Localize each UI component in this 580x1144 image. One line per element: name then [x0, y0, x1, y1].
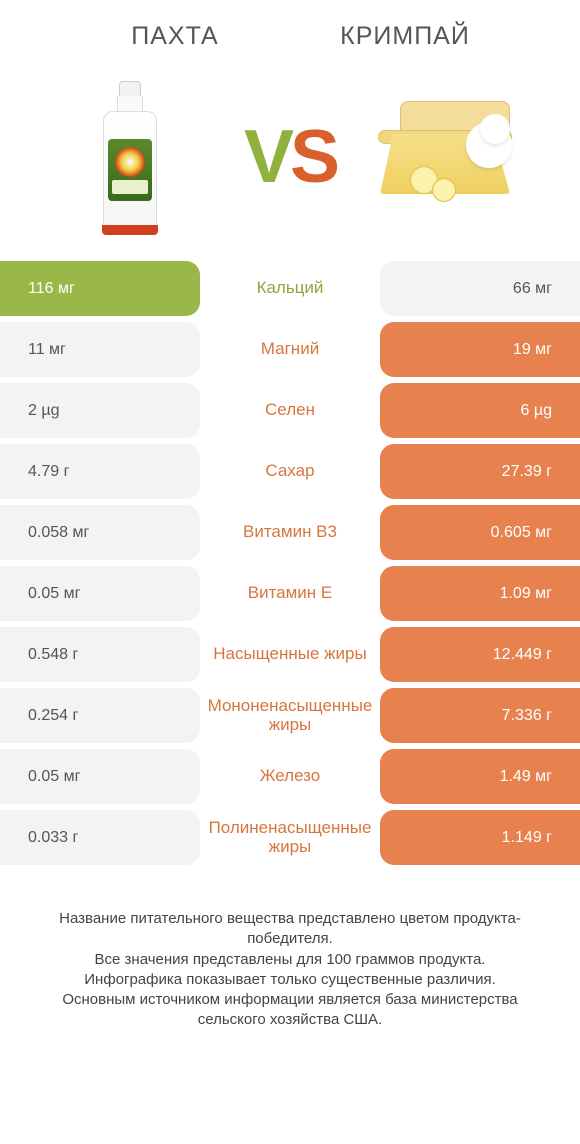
vs-s: S — [290, 114, 336, 198]
image-row: VS — [0, 61, 580, 261]
right-title: КРИМПАЙ — [290, 22, 520, 51]
titles-row: ПАХТА КРИМПАЙ — [0, 0, 580, 61]
left-value: 0.548 г — [0, 627, 200, 682]
nutrient-label: Мононенасыщенные жиры — [200, 688, 380, 743]
nutrient-label: Селен — [200, 383, 380, 438]
left-value: 4.79 г — [0, 444, 200, 499]
nutrient-label: Сахар — [200, 444, 380, 499]
comparison-table: 116 мгКальций66 мг 11 мгМагний19 мг 2 µgСе… — [0, 261, 580, 881]
left-value: 11 мг — [0, 322, 200, 377]
right-value: 0.605 мг — [380, 505, 580, 560]
left-title: ПАХТА — [60, 22, 290, 51]
table-row: 0.548 гНасыщенные жиры12.449 г — [0, 627, 580, 682]
vs-label: VS — [244, 113, 336, 199]
right-value: 1.49 мг — [380, 749, 580, 804]
table-row: 2 µgСелен6 µg — [0, 383, 580, 438]
right-value: 1.149 г — [380, 810, 580, 865]
footer-line: Все значения представлены для 100 граммо… — [28, 950, 552, 970]
left-value: 2 µg — [0, 383, 200, 438]
left-value: 0.05 мг — [0, 749, 200, 804]
left-value: 0.058 мг — [0, 505, 200, 560]
left-value: 0.254 г — [0, 688, 200, 743]
buttermilk-bottle-icon — [100, 81, 160, 231]
left-value: 0.033 г — [0, 810, 200, 865]
right-value: 7.336 г — [380, 688, 580, 743]
footer-line: Инфографика показывает только существенн… — [28, 970, 552, 990]
left-product-image — [50, 76, 210, 236]
footer-note: Название питательного вещества представл… — [0, 881, 580, 1031]
right-value: 27.39 г — [380, 444, 580, 499]
table-row: 0.05 мгЖелезо1.49 мг — [0, 749, 580, 804]
nutrient-label: Насыщенные жиры — [200, 627, 380, 682]
nutrient-label: Кальций — [200, 261, 380, 316]
left-value: 0.05 мг — [0, 566, 200, 621]
table-row: 0.033 гПолиненасыщенные жиры1.149 г — [0, 810, 580, 865]
table-row: 4.79 гСахар27.39 г — [0, 444, 580, 499]
nutrient-label: Магний — [200, 322, 380, 377]
right-value: 6 µg — [380, 383, 580, 438]
table-row: 0.254 гМононенасыщенные жиры7.336 г — [0, 688, 580, 743]
right-value: 19 мг — [380, 322, 580, 377]
footer-line: Название питательного вещества представл… — [28, 909, 552, 950]
left-value: 116 мг — [0, 261, 200, 316]
nutrient-label: Витамин E — [200, 566, 380, 621]
footer-line: Основным источником информации является … — [28, 990, 552, 1031]
right-value: 12.449 г — [380, 627, 580, 682]
vs-v: V — [244, 114, 290, 198]
nutrient-label: Витамин B3 — [200, 505, 380, 560]
cream-pie-icon — [370, 96, 530, 216]
table-row: 0.05 мгВитамин E1.09 мг — [0, 566, 580, 621]
right-product-image — [370, 76, 530, 236]
right-value: 1.09 мг — [380, 566, 580, 621]
table-row: 11 мгМагний19 мг — [0, 322, 580, 377]
right-value: 66 мг — [380, 261, 580, 316]
nutrient-label: Железо — [200, 749, 380, 804]
table-row: 116 мгКальций66 мг — [0, 261, 580, 316]
nutrient-label: Полиненасыщенные жиры — [200, 810, 380, 865]
table-row: 0.058 мгВитамин B30.605 мг — [0, 505, 580, 560]
